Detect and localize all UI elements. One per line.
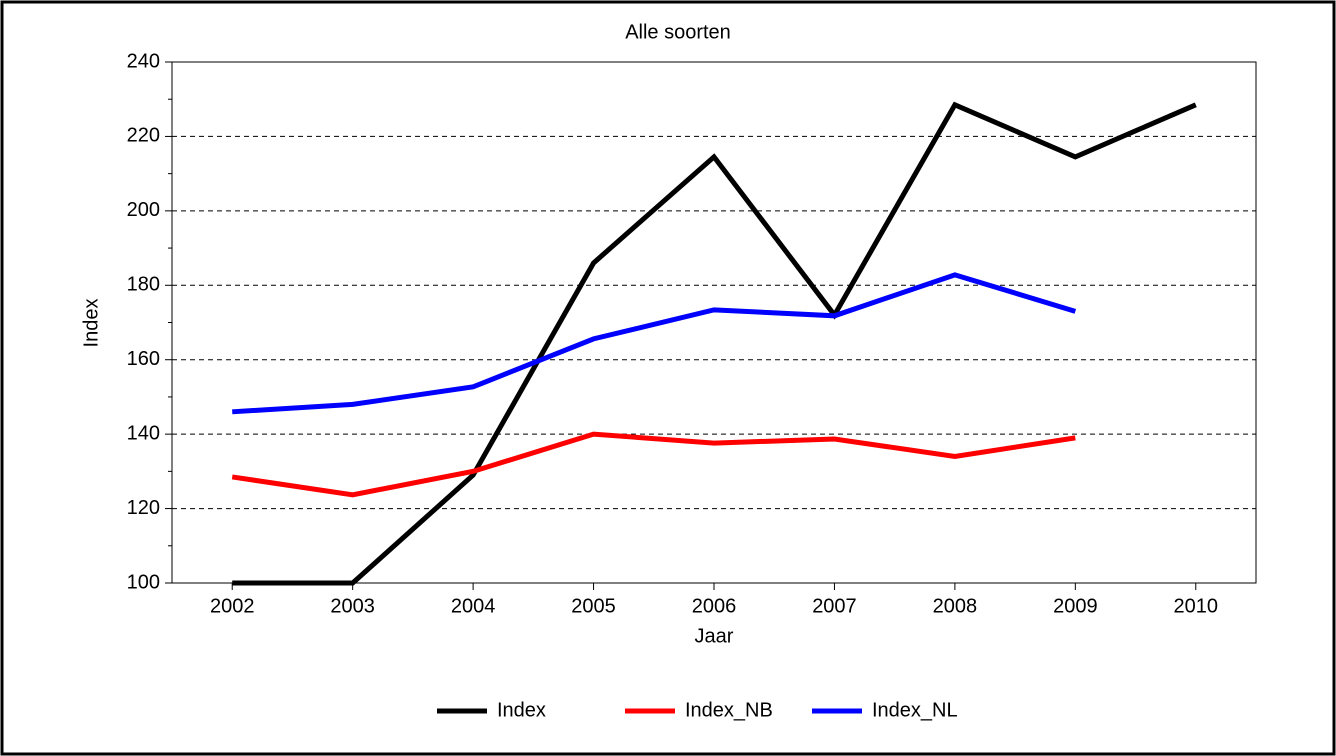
x-tick-label: 2002: [210, 595, 255, 617]
chart-title: Alle soorten: [625, 21, 731, 43]
legend-label: Index_NB: [685, 699, 773, 721]
y-tick-label: 220: [127, 125, 160, 147]
x-tick-label: 2007: [812, 595, 857, 617]
y-tick-label: 180: [127, 274, 160, 296]
y-axis-label: Index: [80, 299, 102, 348]
series-line: [231, 431, 1076, 498]
x-tick-label: 2010: [1174, 595, 1219, 617]
y-tick-label: 140: [127, 422, 160, 444]
x-tick-label: 2003: [330, 595, 375, 617]
series-line: [232, 272, 1077, 415]
y-tick-label: 240: [127, 50, 160, 72]
x-tick-label: 2004: [451, 595, 496, 617]
x-tick-label: 2005: [571, 595, 616, 617]
x-tick-label: 2009: [1053, 595, 1098, 617]
y-tick-label: 120: [127, 497, 160, 519]
y-tick-label: 160: [127, 348, 160, 370]
y-tick-label: 200: [127, 199, 160, 221]
x-axis-label: Jaar: [695, 625, 734, 647]
y-tick-label: 100: [127, 571, 160, 593]
x-tick-label: 2008: [933, 595, 978, 617]
plot-area: [171, 61, 1257, 584]
x-tick-label: 2006: [692, 595, 737, 617]
legend-label: Index: [497, 699, 546, 721]
legend-label: Index_NL: [872, 699, 958, 721]
series-line: [232, 101, 1197, 586]
